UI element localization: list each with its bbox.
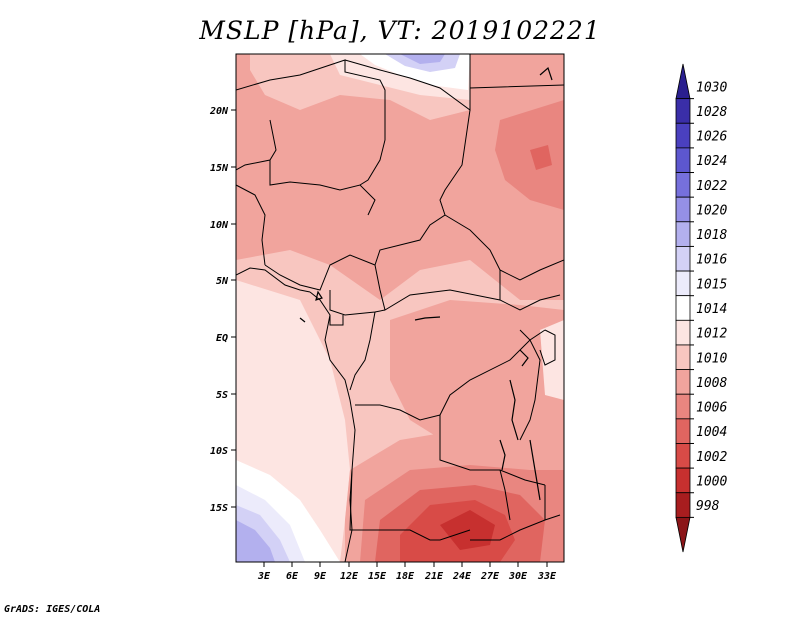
colorbar-swatch [675,467,691,494]
colorbar-label: 1026 [696,130,727,145]
colorbar-label: 1020 [696,203,727,218]
lat-label-15s: 15S [210,503,228,514]
colorbar-label: 1014 [696,302,727,317]
colorbar-swatch [675,147,691,173]
colorbar-label: 1010 [696,351,727,366]
colorbar-label: 1022 [696,179,727,194]
country-borders [236,54,564,562]
grads-credit: GrADS: IGES/COLA [4,604,101,615]
colorbar-swatch [675,246,691,272]
colorbar-label: 1015 [696,277,727,292]
colorbar-swatch [675,221,691,247]
pressure-field [236,54,564,562]
colorbar-label: 1016 [696,253,727,268]
map-title: MSLP [hPa], VT: 2019102221 [199,16,601,45]
colorbar: 1030 1028 1026 1024 1022 1020 1018 1016 1015 1014… [675,63,727,553]
colorbar-swatch [675,492,691,518]
colorbar-swatch [675,344,691,370]
colorbar-swatch [675,393,691,420]
colorbar-swatch [675,295,691,321]
lon-label-18e: 18E [396,571,415,582]
lon-label-33e: 33E [537,571,557,582]
lon-label-15e: 15E [368,571,387,582]
lat-label-eq: EQ [216,333,228,344]
lon-label-3e: 3E [257,571,271,582]
lon-label-21e: 21E [424,571,444,582]
colorbar-swatch [675,516,691,553]
lon-label-6e: 6E [286,571,299,582]
lon-label-30e: 30E [508,571,528,582]
lakes [299,66,553,501]
colorbar-swatch [675,172,691,198]
lat-label-10n: 10N [210,220,229,231]
colorbar-label: 998 [696,499,720,514]
lat-label-5s: 5S [216,390,228,401]
lat-label-5n: 5N [216,276,229,287]
lon-axis: 3E 6E 9E 12E 15E 18E 21E 24E 27E 30E 33E [257,562,557,582]
colorbar-label: 1004 [696,425,727,440]
colorbar-label: 1012 [696,327,727,342]
colorbar-label: 1008 [696,376,727,391]
lat-axis: 20N 15N 10N 5N EQ 5S 10S 15S [209,106,236,514]
lat-label-20n: 20N [209,106,229,117]
colorbar-swatch [675,270,691,297]
colorbar-label: 1002 [696,450,727,465]
colorbar-swatch [675,98,691,124]
colorbar-swatch [675,443,691,469]
lon-label-12e: 12E [340,571,359,582]
colorbar-label: 1018 [696,228,727,243]
colorbar-swatch [675,196,691,223]
lat-label-10s: 10S [210,446,228,457]
colorbar-label: 1030 [696,80,727,95]
lat-label-15n: 15N [210,163,229,174]
colorbar-swatch [675,369,691,395]
plot-frame [235,53,565,563]
colorbar-swatch [675,63,691,100]
lon-label-27e: 27E [480,571,500,582]
colorbar-swatch [675,122,691,149]
colorbar-label: 1006 [696,401,727,416]
colorbar-swatch [675,319,691,346]
colorbar-swatch [675,418,691,444]
colorbar-label: 1028 [696,105,727,120]
lon-label-24e: 24E [452,571,472,582]
colorbar-label: 1000 [696,474,727,489]
lon-label-9e: 9E [314,571,327,582]
colorbar-label: 1024 [696,154,727,169]
